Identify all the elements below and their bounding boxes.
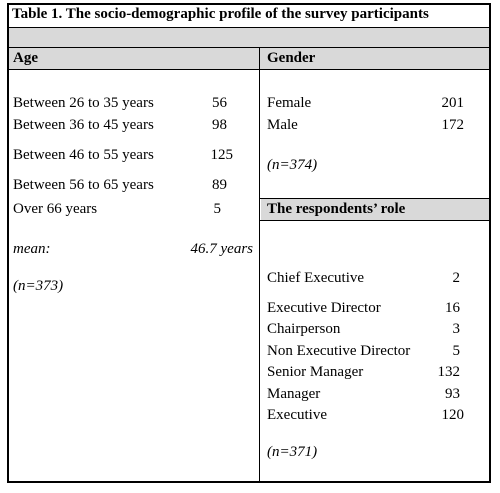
role-row-value: 16 <box>445 300 460 316</box>
role-row-label: Executive <box>267 407 327 423</box>
age-row-value: 98 <box>212 117 227 133</box>
age-header: Age <box>13 50 38 66</box>
title-band <box>9 27 489 47</box>
age-row-value: 5 <box>213 201 222 217</box>
role-row-value: 93 <box>445 386 460 402</box>
title-divider <box>7 27 491 28</box>
role-row-label: Chairperson <box>267 321 341 337</box>
header-bottom-line <box>7 69 491 70</box>
age-mean-value: 46.7 years <box>190 241 254 257</box>
role-header-top-line <box>259 198 491 199</box>
role-row-label: Chief Executive <box>267 270 365 286</box>
gender-row-value: 201 <box>441 95 465 111</box>
role-row-label: Executive Director <box>267 300 381 316</box>
age-row-label: Between 36 to 45 years <box>13 117 154 133</box>
age-row-label: Over 66 years <box>13 201 98 217</box>
role-header-bottom-line <box>259 220 491 221</box>
age-row-label: Between 56 to 65 years <box>13 177 154 193</box>
gender-header: Gender <box>267 50 316 66</box>
role-row-label: Non Executive Director <box>267 343 411 359</box>
role-row-label: Senior Manager <box>267 364 364 380</box>
profile-table <box>7 3 491 483</box>
gender-row-label: Male <box>267 117 298 133</box>
role-row-label: Manager <box>267 386 321 402</box>
column-divider <box>259 47 260 483</box>
age-row-label: Between 26 to 35 years <box>13 95 154 111</box>
age-n: (n=373) <box>13 278 64 294</box>
role-n: (n=371) <box>267 444 318 460</box>
table-title: Table 1. The socio-demographic profile o… <box>12 6 429 22</box>
role-header-band <box>261 198 489 220</box>
age-row-label: Between 46 to 55 years <box>13 147 154 163</box>
role-row-value: 120 <box>441 407 465 423</box>
role-row-value: 2 <box>452 270 461 286</box>
age-row-value: 125 <box>210 147 234 163</box>
role-row-value: 5 <box>452 343 461 359</box>
age-mean-label: mean: <box>13 241 51 257</box>
role-header: The respondents’ role <box>267 201 406 217</box>
age-row-value: 89 <box>212 177 227 193</box>
header-band <box>9 47 489 69</box>
gender-row-value: 172 <box>441 117 465 133</box>
role-row-value: 132 <box>437 364 461 380</box>
gender-row-label: Female <box>267 95 312 111</box>
age-row-value: 56 <box>212 95 227 111</box>
role-row-value: 3 <box>452 321 461 337</box>
gender-n: (n=374) <box>267 157 318 173</box>
header-top-line <box>7 47 491 48</box>
